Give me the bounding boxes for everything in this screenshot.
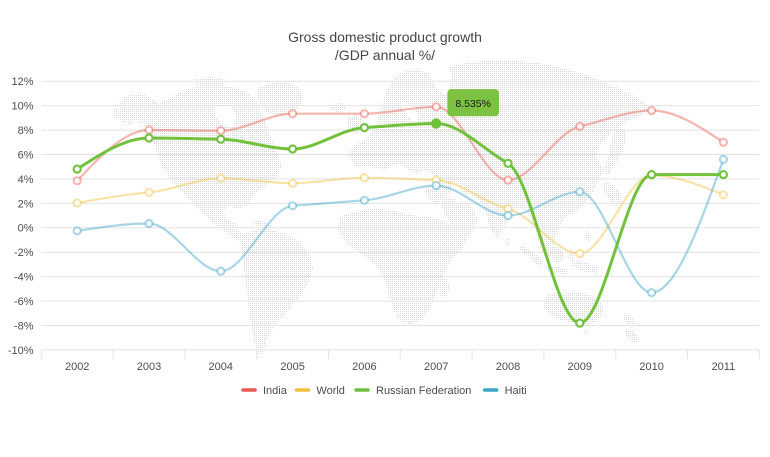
svg-text:2006: 2006 [352,361,376,373]
svg-text:Haiti: Haiti [505,385,527,397]
svg-text:10%: 10% [11,101,33,113]
svg-text:2002: 2002 [65,361,89,373]
svg-text:Russian Federation: Russian Federation [376,385,471,397]
svg-text:0%: 0% [18,223,34,235]
svg-text:2008: 2008 [496,361,520,373]
svg-text:2003: 2003 [137,361,161,373]
svg-text:2%: 2% [18,198,34,210]
svg-text:2005: 2005 [280,361,304,373]
svg-text:/GDP annual %/: /GDP annual %/ [335,47,435,63]
svg-text:World: World [316,385,345,397]
svg-text:Gross domestic product growth: Gross domestic product growth [288,29,482,45]
svg-text:8.535%: 8.535% [455,98,491,110]
svg-text:12%: 12% [11,76,33,88]
svg-text:-2%: -2% [14,247,34,259]
svg-text:India: India [263,385,288,397]
svg-text:-4%: -4% [14,272,34,284]
svg-text:2011: 2011 [712,361,736,373]
svg-text:-6%: -6% [14,296,34,308]
svg-text:4%: 4% [18,174,34,186]
svg-text:6%: 6% [18,149,34,161]
svg-text:2009: 2009 [568,361,592,373]
svg-text:2007: 2007 [424,361,448,373]
svg-text:-8%: -8% [14,320,34,332]
svg-text:2010: 2010 [639,361,663,373]
svg-text:8%: 8% [18,125,34,137]
svg-text:-10%: -10% [8,345,34,357]
svg-text:2004: 2004 [209,361,233,373]
